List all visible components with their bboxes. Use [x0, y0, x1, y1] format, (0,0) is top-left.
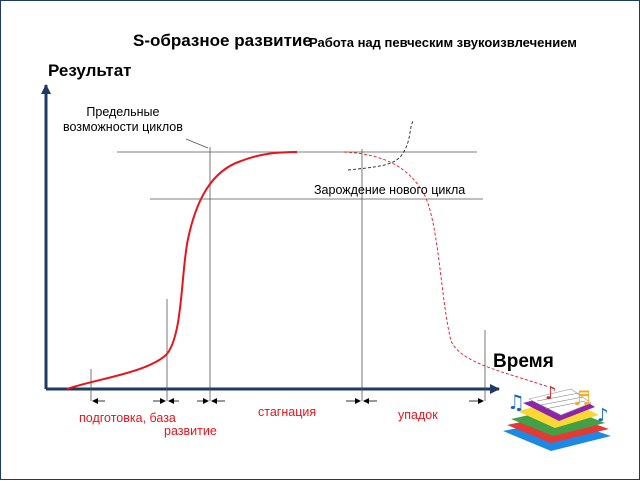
music-books-notes-icon: ♫ ♪ ♬ ♪ — [503, 383, 611, 451]
limits-label-line-1: Предельные — [86, 105, 160, 119]
s-curve — [66, 151, 298, 390]
y-axis-label: Результат — [48, 61, 132, 80]
phase-label-development: развитие — [164, 424, 217, 438]
limits-label: Предельные возможности циклов — [63, 105, 183, 135]
decline-curve — [343, 151, 550, 388]
svg-text:♬: ♬ — [573, 386, 591, 410]
slide-subtitle: Работа над певческим звукоизвлечением — [309, 35, 577, 50]
new-cycle-curve — [347, 120, 414, 171]
phase-label-decline: упадок — [398, 408, 438, 422]
slide-title: S-образное развитие — [133, 31, 312, 50]
svg-text:♫: ♫ — [507, 390, 525, 414]
phase-label-base: подготовка, база — [79, 411, 176, 425]
new-cycle-label: Зарождение нового цикла — [314, 183, 466, 197]
x-axis-label: Время — [493, 351, 554, 372]
phase-label-stagnation: стагнация — [258, 405, 317, 419]
svg-text:♪: ♪ — [597, 405, 609, 426]
limits-label-pointer — [185, 138, 209, 149]
svg-text:♪: ♪ — [545, 383, 557, 404]
limits-label-line-2: возможности циклов — [63, 120, 183, 134]
